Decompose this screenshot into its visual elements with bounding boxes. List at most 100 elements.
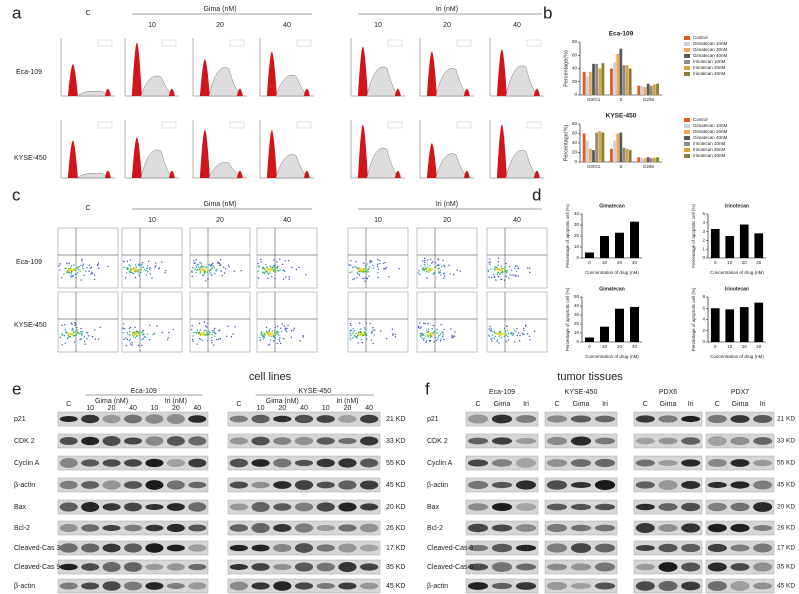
- flow-dot: [262, 338, 264, 340]
- band: [594, 480, 616, 490]
- flow-dot: [191, 328, 193, 331]
- label: KYSE-450: [14, 322, 47, 329]
- flow-dot: [351, 329, 353, 331]
- flow-dot: [278, 334, 280, 336]
- label: Percentage(%): [563, 50, 569, 87]
- band: [570, 524, 592, 532]
- flow-dot: [193, 260, 195, 262]
- band: [316, 544, 335, 552]
- flow-dot: [362, 269, 365, 271]
- flow-dot: [266, 270, 268, 272]
- flow-dot: [267, 273, 270, 275]
- label: Concentration of drug (nM): [710, 354, 764, 359]
- flow-dot: [82, 267, 84, 270]
- histogram-legend: [229, 121, 245, 129]
- band: [59, 523, 78, 533]
- flow-dot: [78, 332, 81, 335]
- band: [188, 544, 207, 552]
- blot-bg: [705, 433, 775, 449]
- flow-dot: [357, 270, 359, 272]
- flow-dot: [265, 330, 268, 333]
- flow-dot: [77, 269, 80, 271]
- flow-dot: [91, 335, 94, 338]
- flow-dot: [80, 338, 82, 340]
- histogram-peak2: [236, 88, 243, 96]
- flow-dot: [285, 329, 287, 331]
- flow-dot: [430, 258, 432, 260]
- flow-dot: [201, 269, 203, 272]
- flow-dot: [419, 327, 421, 330]
- histogram-shoulder: [140, 149, 174, 179]
- band: [338, 458, 357, 468]
- histogram-peak2: [236, 170, 243, 178]
- flow-dot: [200, 338, 202, 341]
- label: 60: [572, 131, 578, 136]
- flow-dot: [135, 269, 137, 272]
- band: [570, 563, 592, 571]
- flow-dot: [267, 277, 269, 280]
- label: 55 KD: [777, 460, 795, 467]
- blot-bg: [465, 559, 539, 575]
- flow-dot: [358, 274, 361, 277]
- flow-dot: [137, 264, 140, 266]
- flow-dot: [490, 329, 492, 331]
- bar: [739, 307, 749, 342]
- flow-dot: [126, 332, 129, 334]
- label: b: [543, 3, 552, 22]
- label: S: [619, 97, 622, 102]
- flow-dot: [58, 265, 60, 267]
- flow-dot: [212, 262, 214, 265]
- band: [273, 581, 292, 591]
- flow-dot: [199, 270, 201, 273]
- flow-dot: [274, 271, 277, 273]
- flow-dot: [355, 266, 357, 268]
- band: [730, 563, 750, 571]
- flow-dot: [205, 331, 208, 333]
- band: [515, 524, 537, 532]
- flow-dot: [436, 338, 439, 340]
- flow-dot: [269, 269, 271, 271]
- flow-dot: [384, 262, 386, 264]
- band: [59, 415, 78, 423]
- flow-dot: [509, 266, 511, 268]
- label: Gimatecan 20nM: [693, 129, 728, 134]
- label: Cleaved-Cas 3: [14, 545, 60, 552]
- flow-dot: [423, 268, 425, 270]
- flow-dot: [443, 275, 446, 277]
- histogram-peak: [426, 51, 437, 96]
- flow-dot: [371, 261, 373, 263]
- label: 8: [702, 294, 705, 299]
- label: C: [66, 401, 71, 408]
- flow-dot: [211, 339, 213, 342]
- band: [681, 415, 701, 423]
- flow-dot: [126, 260, 129, 263]
- flow-dot: [515, 274, 517, 276]
- flow-dot: [292, 329, 294, 331]
- flow-dot: [372, 267, 375, 269]
- flow-dot: [275, 331, 277, 334]
- flow-dot: [208, 270, 211, 272]
- band: [251, 582, 270, 590]
- flow-dot: [526, 333, 529, 335]
- flow-dot: [290, 330, 293, 332]
- band: [81, 543, 100, 553]
- band: [251, 544, 270, 552]
- flow-dot: [419, 273, 421, 276]
- label: 20: [172, 405, 180, 412]
- flow-dot: [94, 329, 96, 331]
- label: 40: [129, 405, 137, 412]
- band: [546, 415, 568, 423]
- flow-dot: [276, 330, 278, 333]
- histogram-peak: [199, 129, 210, 178]
- flow-dot: [197, 331, 199, 334]
- flow-dot: [388, 275, 390, 278]
- flow-dot: [281, 323, 284, 325]
- band: [188, 582, 207, 590]
- flow-dot: [227, 325, 229, 327]
- flow-dot: [263, 272, 266, 274]
- band: [546, 543, 568, 553]
- histogram-legend: [387, 121, 403, 129]
- flow-dot: [272, 265, 275, 267]
- label: Gima: [494, 401, 511, 408]
- flow-dot: [363, 268, 365, 270]
